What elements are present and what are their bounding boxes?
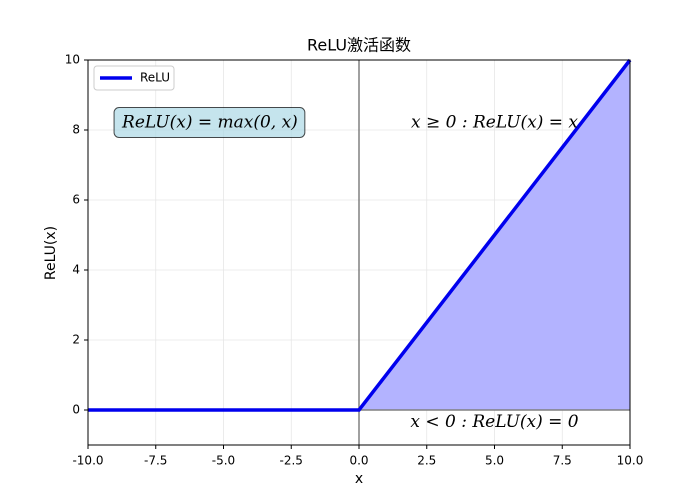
x-tick-label: -7.5 — [144, 454, 167, 468]
plot-frame — [87, 59, 631, 446]
x-tick-label: 5.0 — [485, 454, 504, 468]
legend-label: ReLU — [140, 71, 170, 85]
x-tick-label: -5.0 — [212, 454, 235, 468]
y-tick-label: 6 — [72, 193, 80, 207]
annotation: x ≥ 0 : ReLU(x) = x — [411, 113, 578, 133]
x-tick-label: 2.5 — [417, 454, 436, 468]
x-tick-label: 7.5 — [553, 454, 572, 468]
annotation: x < 0 : ReLU(x) = 0 — [410, 412, 578, 432]
x-tick-label: -10.0 — [72, 454, 103, 468]
x-tick-label: -2.5 — [280, 454, 303, 468]
y-tick-label: 0 — [72, 403, 80, 417]
annotation: ReLU(x) = max(0, x) — [121, 113, 298, 133]
chart-title: ReLU激活函数 — [307, 36, 411, 55]
area — [88, 60, 630, 410]
y-tick-label: 8 — [72, 123, 80, 137]
y-tick-label: 10 — [65, 53, 80, 67]
y-axis-label: ReLU(x) — [43, 226, 59, 280]
y-tick-label: 2 — [72, 333, 80, 347]
annotation-box — [113, 107, 306, 138]
y-tick-label: 4 — [72, 263, 80, 277]
legend-box — [93, 65, 175, 91]
legend: ReLU — [93, 65, 175, 91]
x-tick-label: 10.0 — [617, 454, 644, 468]
x-axis-label: x — [355, 471, 363, 487]
line — [88, 58, 632, 412]
x-tick-label: 0.0 — [349, 454, 368, 468]
